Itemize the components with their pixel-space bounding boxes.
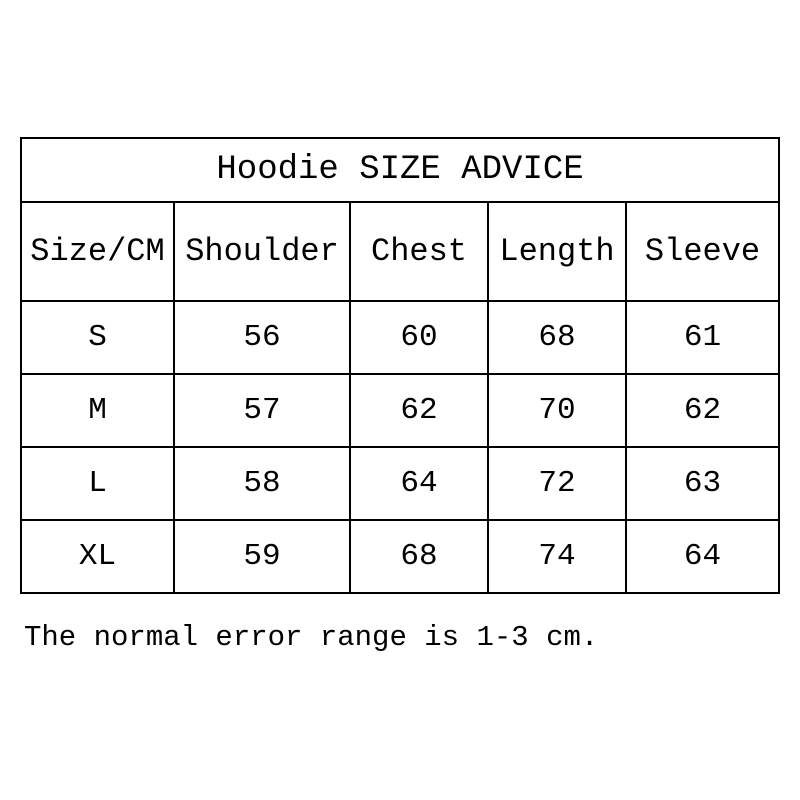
size-label: XL xyxy=(20,519,175,594)
column-header-shoulder: Shoulder xyxy=(173,201,351,302)
shoulder-value: 58 xyxy=(173,446,351,521)
table-row-xl: XL 59 68 74 64 xyxy=(20,519,781,594)
shoulder-value: 59 xyxy=(173,519,351,594)
size-label: L xyxy=(20,446,175,521)
column-header-size-cm: Size/CM xyxy=(20,201,175,302)
sleeve-value: 61 xyxy=(624,300,781,375)
column-header-sleeve: Sleeve xyxy=(624,201,781,302)
size-chart-table: Hoodie SIZE ADVICE Size/CM Shoulder Ches… xyxy=(19,137,781,594)
chest-value: 62 xyxy=(349,373,489,448)
shoulder-value: 57 xyxy=(173,373,351,448)
column-header-chest: Chest xyxy=(349,201,489,302)
length-value: 70 xyxy=(487,373,627,448)
length-value: 74 xyxy=(487,519,627,594)
shoulder-value: 56 xyxy=(173,300,351,375)
table-title: Hoodie SIZE ADVICE xyxy=(19,137,781,203)
sleeve-value: 63 xyxy=(624,446,781,521)
column-header-length: Length xyxy=(487,201,627,302)
chest-value: 64 xyxy=(349,446,489,521)
sleeve-value: 64 xyxy=(624,519,781,594)
error-range-note: The normal error range is 1-3 cm. xyxy=(24,621,599,654)
table-row-l: L 58 64 72 63 xyxy=(20,446,781,521)
sleeve-value: 62 xyxy=(624,373,781,448)
length-value: 72 xyxy=(487,446,627,521)
size-label: M xyxy=(20,373,175,448)
size-label: S xyxy=(20,300,175,375)
table-header-row: Size/CM Shoulder Chest Length Sleeve xyxy=(20,201,781,302)
chest-value: 60 xyxy=(349,300,489,375)
chest-value: 68 xyxy=(349,519,489,594)
table-title-row: Hoodie SIZE ADVICE xyxy=(19,137,781,203)
length-value: 68 xyxy=(487,300,627,375)
table-row-s: S 56 60 68 61 xyxy=(20,300,781,375)
table-row-m: M 57 62 70 62 xyxy=(20,373,781,448)
